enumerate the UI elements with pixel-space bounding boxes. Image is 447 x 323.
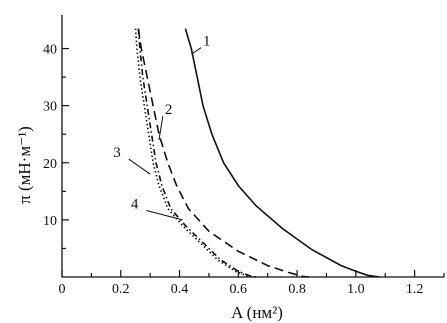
x-axis-label: A (нм²) bbox=[231, 303, 283, 322]
curve-leader-1 bbox=[191, 47, 202, 55]
x-tick-label: 1.0 bbox=[347, 282, 365, 297]
curve-labels: 1 2 3 4 bbox=[113, 34, 211, 221]
x-tick-label: 0.2 bbox=[112, 282, 130, 297]
y-tick-label: 40 bbox=[43, 43, 57, 58]
curve-label-4: 4 bbox=[131, 196, 139, 212]
curve-leader-2 bbox=[158, 116, 164, 141]
ticks: 0 0.2 0.4 0.6 0.8 1.0 1.2 10 20 30 40 bbox=[43, 43, 445, 297]
series-line-2 bbox=[137, 28, 309, 278]
x-tick-label: 0.4 bbox=[171, 282, 189, 297]
x-tick-label: 0 bbox=[59, 282, 66, 297]
series-line-1 bbox=[184, 28, 380, 278]
x-tick-label: 0.6 bbox=[230, 282, 248, 297]
y-axis-label: π (мН·м⁻¹) bbox=[15, 126, 34, 204]
y-tick-label: 10 bbox=[43, 214, 57, 229]
series-layer bbox=[134, 28, 380, 278]
x-tick-label: 0.8 bbox=[288, 282, 306, 297]
y-tick-label: 30 bbox=[43, 100, 57, 115]
curve-label-3: 3 bbox=[113, 145, 121, 161]
curve-leader-4 bbox=[146, 209, 183, 221]
curve-leader-3 bbox=[128, 158, 151, 175]
series-line-4 bbox=[134, 28, 256, 278]
axes bbox=[61, 15, 444, 278]
curve-label-1: 1 bbox=[203, 34, 211, 50]
x-tick-label: 1.2 bbox=[406, 282, 424, 297]
series-line-3 bbox=[137, 28, 257, 278]
y-tick-label: 20 bbox=[43, 157, 57, 172]
curve-label-2: 2 bbox=[165, 102, 173, 118]
